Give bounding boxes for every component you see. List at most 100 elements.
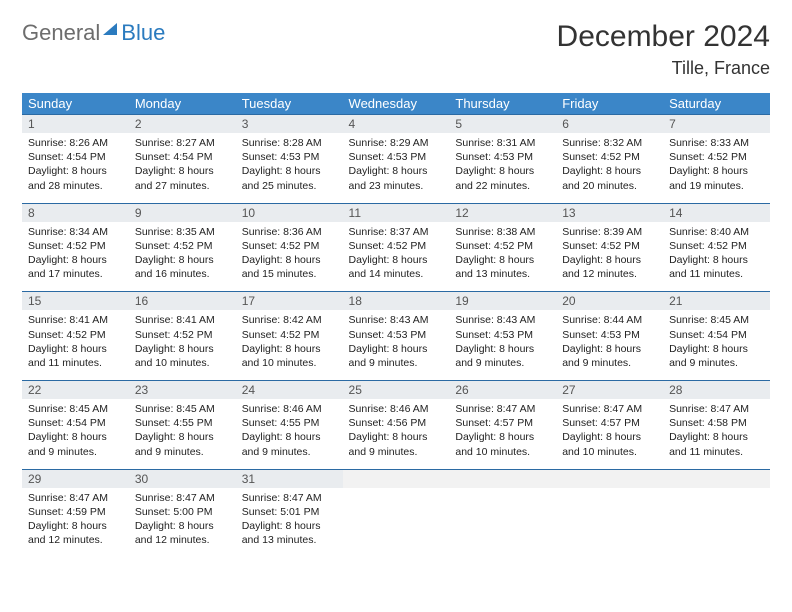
day-detail-line: and 9 minutes.: [28, 445, 123, 459]
day-detail-line: Daylight: 8 hours: [135, 342, 230, 356]
day-cell: 28Sunrise: 8:47 AMSunset: 4:58 PMDayligh…: [663, 381, 770, 470]
day-detail-line: Sunrise: 8:29 AM: [349, 136, 444, 150]
day-details: Sunrise: 8:31 AMSunset: 4:53 PMDaylight:…: [449, 133, 556, 203]
day-details: Sunrise: 8:45 AMSunset: 4:54 PMDaylight:…: [663, 310, 770, 380]
day-number: 16: [129, 292, 236, 310]
day-details: Sunrise: 8:41 AMSunset: 4:52 PMDaylight:…: [129, 310, 236, 380]
day-cell: 5Sunrise: 8:31 AMSunset: 4:53 PMDaylight…: [449, 115, 556, 204]
day-number: 31: [236, 470, 343, 488]
day-cell: 25Sunrise: 8:46 AMSunset: 4:56 PMDayligh…: [343, 381, 450, 470]
day-detail-line: Daylight: 8 hours: [28, 164, 123, 178]
day-number: 9: [129, 204, 236, 222]
day-details: Sunrise: 8:47 AMSunset: 5:00 PMDaylight:…: [129, 488, 236, 558]
month-title: December 2024: [557, 20, 770, 54]
day-number: 17: [236, 292, 343, 310]
day-number: 19: [449, 292, 556, 310]
day-detail-line: Sunset: 4:52 PM: [562, 150, 657, 164]
day-detail-line: and 13 minutes.: [455, 267, 550, 281]
day-detail-line: and 13 minutes.: [242, 533, 337, 547]
day-detail-line: Sunrise: 8:36 AM: [242, 225, 337, 239]
day-detail-line: Sunset: 4:57 PM: [562, 416, 657, 430]
day-detail-line: Sunset: 4:52 PM: [28, 239, 123, 253]
day-details: Sunrise: 8:29 AMSunset: 4:53 PMDaylight:…: [343, 133, 450, 203]
day-detail-line: Daylight: 8 hours: [562, 253, 657, 267]
day-detail-line: Daylight: 8 hours: [562, 430, 657, 444]
day-detail-line: and 25 minutes.: [242, 179, 337, 193]
dow-header: Saturday: [663, 93, 770, 115]
day-number: 28: [663, 381, 770, 399]
day-detail-line: Sunset: 4:52 PM: [242, 239, 337, 253]
day-detail-line: Sunrise: 8:46 AM: [242, 402, 337, 416]
day-detail-line: Sunset: 4:52 PM: [562, 239, 657, 253]
day-detail-line: Sunrise: 8:40 AM: [669, 225, 764, 239]
dow-header: Thursday: [449, 93, 556, 115]
day-detail-line: Sunrise: 8:28 AM: [242, 136, 337, 150]
day-detail-line: and 9 minutes.: [349, 356, 444, 370]
day-number: 24: [236, 381, 343, 399]
day-detail-line: Sunrise: 8:31 AM: [455, 136, 550, 150]
day-number: 10: [236, 204, 343, 222]
day-number: 15: [22, 292, 129, 310]
day-details: Sunrise: 8:26 AMSunset: 4:54 PMDaylight:…: [22, 133, 129, 203]
day-cell: 3Sunrise: 8:28 AMSunset: 4:53 PMDaylight…: [236, 115, 343, 204]
day-number: 21: [663, 292, 770, 310]
day-detail-line: Sunset: 4:52 PM: [455, 239, 550, 253]
day-detail-line: and 9 minutes.: [242, 445, 337, 459]
day-details: Sunrise: 8:47 AMSunset: 4:57 PMDaylight:…: [449, 399, 556, 469]
day-cell: 27Sunrise: 8:47 AMSunset: 4:57 PMDayligh…: [556, 381, 663, 470]
calendar-week-row: 29Sunrise: 8:47 AMSunset: 4:59 PMDayligh…: [22, 469, 770, 557]
day-detail-line: Sunset: 4:56 PM: [349, 416, 444, 430]
day-detail-line: Sunrise: 8:33 AM: [669, 136, 764, 150]
day-cell: 1Sunrise: 8:26 AMSunset: 4:54 PMDaylight…: [22, 115, 129, 204]
day-detail-line: Daylight: 8 hours: [455, 253, 550, 267]
dow-header: Monday: [129, 93, 236, 115]
day-detail-line: Sunset: 4:52 PM: [242, 328, 337, 342]
day-detail-line: Sunset: 4:52 PM: [669, 239, 764, 253]
day-detail-line: Sunset: 4:53 PM: [455, 328, 550, 342]
day-details: Sunrise: 8:37 AMSunset: 4:52 PMDaylight:…: [343, 222, 450, 292]
dow-header: Tuesday: [236, 93, 343, 115]
day-detail-line: Sunrise: 8:41 AM: [135, 313, 230, 327]
day-cell: 14Sunrise: 8:40 AMSunset: 4:52 PMDayligh…: [663, 203, 770, 292]
day-details: Sunrise: 8:44 AMSunset: 4:53 PMDaylight:…: [556, 310, 663, 380]
day-details: Sunrise: 8:43 AMSunset: 4:53 PMDaylight:…: [449, 310, 556, 380]
day-detail-line: and 20 minutes.: [562, 179, 657, 193]
day-detail-line: Sunset: 4:53 PM: [562, 328, 657, 342]
day-number: 1: [22, 115, 129, 133]
day-detail-line: and 10 minutes.: [455, 445, 550, 459]
day-detail-line: Daylight: 8 hours: [562, 342, 657, 356]
day-detail-line: Daylight: 8 hours: [135, 164, 230, 178]
day-detail-line: Daylight: 8 hours: [562, 164, 657, 178]
day-detail-line: Sunrise: 8:35 AM: [135, 225, 230, 239]
day-number: 5: [449, 115, 556, 133]
day-detail-line: Daylight: 8 hours: [455, 342, 550, 356]
day-detail-line: and 16 minutes.: [135, 267, 230, 281]
day-detail-line: Daylight: 8 hours: [669, 253, 764, 267]
day-cell: 24Sunrise: 8:46 AMSunset: 4:55 PMDayligh…: [236, 381, 343, 470]
empty-day-cell: [343, 469, 450, 557]
day-detail-line: Daylight: 8 hours: [669, 342, 764, 356]
day-number: 30: [129, 470, 236, 488]
calendar-week-row: 1Sunrise: 8:26 AMSunset: 4:54 PMDaylight…: [22, 115, 770, 204]
day-details: Sunrise: 8:39 AMSunset: 4:52 PMDaylight:…: [556, 222, 663, 292]
day-detail-line: Sunrise: 8:47 AM: [28, 491, 123, 505]
day-number: 6: [556, 115, 663, 133]
day-cell: 8Sunrise: 8:34 AMSunset: 4:52 PMDaylight…: [22, 203, 129, 292]
day-detail-line: Sunrise: 8:43 AM: [455, 313, 550, 327]
day-details: Sunrise: 8:43 AMSunset: 4:53 PMDaylight:…: [343, 310, 450, 380]
day-detail-line: Sunrise: 8:34 AM: [28, 225, 123, 239]
day-cell: 20Sunrise: 8:44 AMSunset: 4:53 PMDayligh…: [556, 292, 663, 381]
day-detail-line: and 11 minutes.: [28, 356, 123, 370]
day-number: 8: [22, 204, 129, 222]
day-detail-line: and 10 minutes.: [135, 356, 230, 370]
day-detail-line: Sunset: 4:54 PM: [28, 150, 123, 164]
day-details: Sunrise: 8:41 AMSunset: 4:52 PMDaylight:…: [22, 310, 129, 380]
day-cell: 22Sunrise: 8:45 AMSunset: 4:54 PMDayligh…: [22, 381, 129, 470]
day-detail-line: and 11 minutes.: [669, 267, 764, 281]
day-detail-line: Sunset: 4:52 PM: [135, 239, 230, 253]
day-cell: 10Sunrise: 8:36 AMSunset: 4:52 PMDayligh…: [236, 203, 343, 292]
day-details: Sunrise: 8:42 AMSunset: 4:52 PMDaylight:…: [236, 310, 343, 380]
day-detail-line: Daylight: 8 hours: [455, 430, 550, 444]
day-number: 20: [556, 292, 663, 310]
day-details: Sunrise: 8:45 AMSunset: 4:54 PMDaylight:…: [22, 399, 129, 469]
